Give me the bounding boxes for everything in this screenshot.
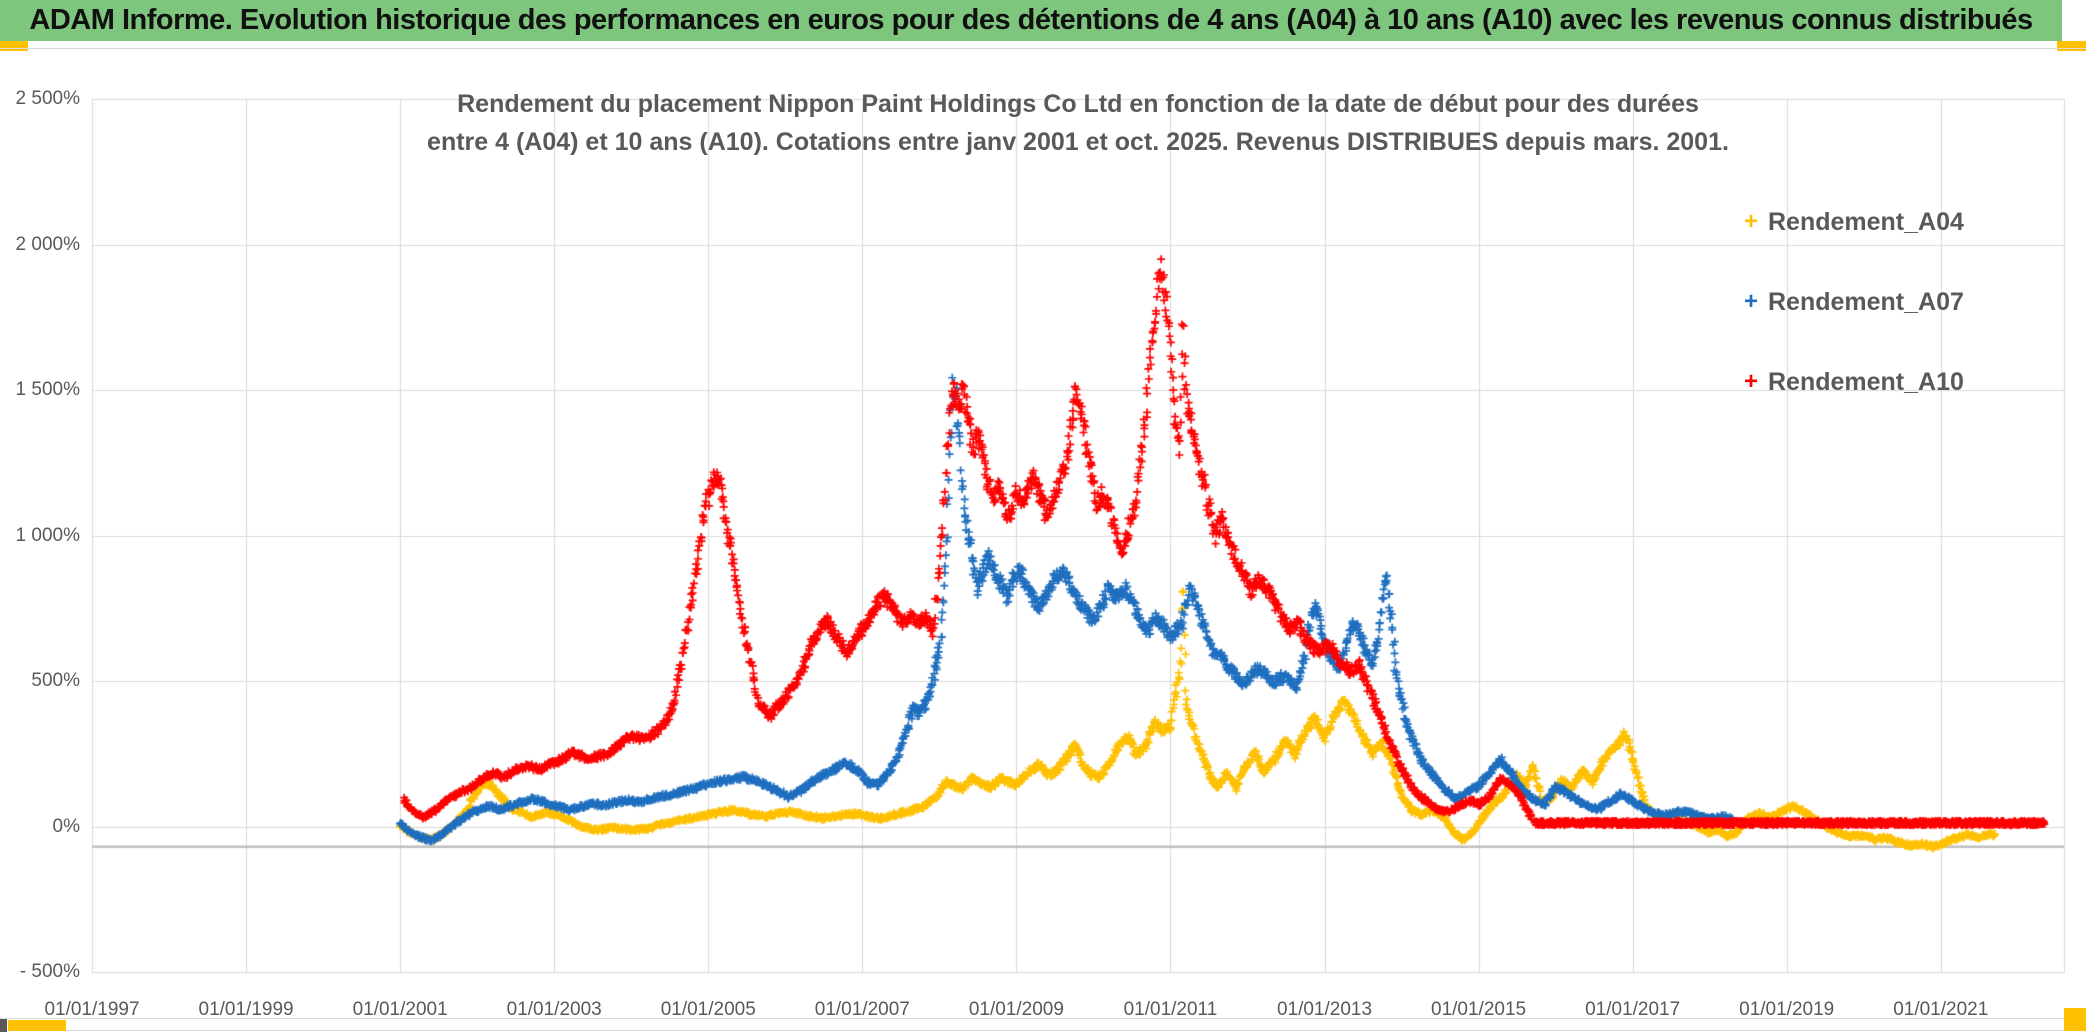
x-axis-label: 01/01/2019 [1739, 999, 1835, 1020]
legend-label-a10: Rendement_A10 [1768, 367, 1964, 396]
chart-title: Rendement du placement Nippon Paint Hold… [92, 85, 2064, 161]
dark-corner-accent [0, 1019, 7, 1032]
y-axis-label: 1 500% [15, 379, 80, 400]
y-axis-label: 1 000% [15, 524, 80, 546]
x-axis-label: 01/01/1999 [198, 999, 294, 1020]
y-axis-label: 0% [52, 815, 80, 837]
bottom-divider-lower [0, 1030, 2086, 1031]
y-axis-label: 500% [31, 670, 80, 691]
legend-item-a07: + Rendement_A07 [1738, 282, 1964, 322]
x-axis-label: 01/01/2013 [1276, 999, 1373, 1020]
gold-accent-bottom-right [2064, 1008, 2086, 1031]
x-axis-label: 01/01/2003 [506, 999, 602, 1020]
chart-title-line2: entre 4 (A04) et 10 ans (A10). Cotations… [427, 128, 1729, 156]
gold-accent-bottom-left [8, 1020, 66, 1031]
x-axis-label: 01/01/2007 [814, 999, 910, 1020]
x-axis-label: 01/01/2011 [1123, 999, 1218, 1020]
legend-label-a04: Rendement_A04 [1768, 207, 1964, 236]
x-axis-label: 01/01/2005 [660, 999, 756, 1020]
y-axis-label: 2 000% [15, 233, 80, 255]
legend-item-a10: + Rendement_A10 [1738, 362, 1964, 402]
bottom-divider-upper [0, 1018, 2086, 1019]
plus-marker-icon: + [1743, 288, 1758, 315]
legend-label-a07: Rendement_A07 [1768, 287, 1964, 316]
x-axis-label: 01/01/2021 [1893, 999, 1989, 1020]
x-axis-label: 01/01/2009 [968, 999, 1064, 1020]
y-axis-label: - 500% [19, 961, 80, 982]
chart-title-line1: Rendement du placement Nippon Paint Hold… [457, 90, 1699, 118]
plus-marker-icon: + [1743, 368, 1758, 395]
legend-item-a04: + Rendement_A04 [1738, 202, 1964, 242]
plus-marker-icon: + [1743, 208, 1758, 235]
y-axis-label: 2 500% [15, 88, 80, 109]
x-axis-label: 01/01/2017 [1585, 999, 1681, 1020]
x-axis-label: 01/01/2015 [1431, 999, 1527, 1020]
x-axis-label: 01/01/1997 [44, 999, 140, 1020]
x-axis-label: 01/01/2001 [352, 999, 448, 1020]
